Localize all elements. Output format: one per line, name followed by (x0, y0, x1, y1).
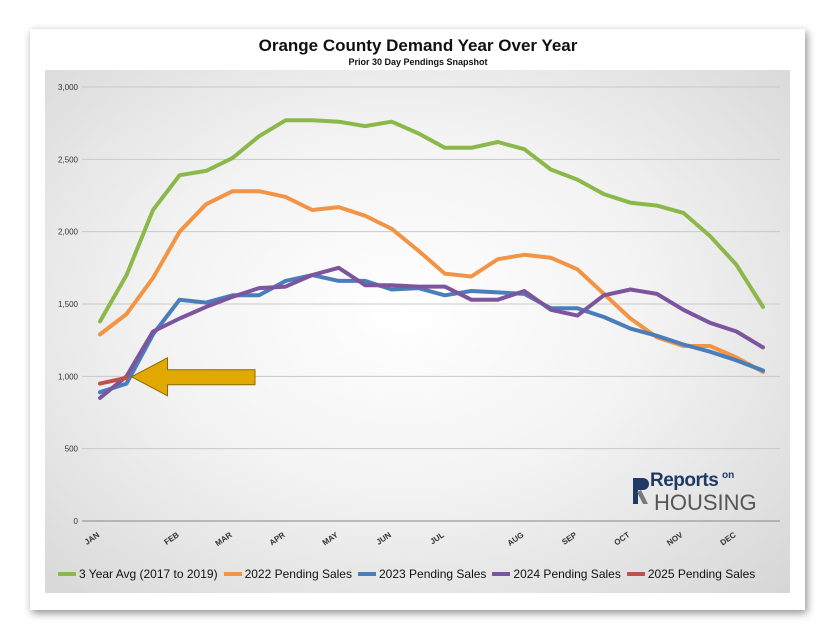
y-tick-label: 0 (74, 517, 79, 526)
legend-label: 2025 Pending Sales (647, 567, 756, 581)
series-line (98, 265, 765, 400)
legend-label: 2022 Pending Sales (244, 567, 352, 581)
series-line (98, 273, 765, 395)
y-tick-label: 1,000 (58, 372, 79, 381)
logo-text-housing: HOUSING (654, 490, 757, 515)
x-tick-label: OCT (613, 530, 632, 547)
legend-item: 2023 Pending Sales (357, 567, 487, 581)
y-tick-label: 3,000 (58, 83, 79, 92)
legend: 3 Year Avg (2017 to 2019) 2022 Pending Sa… (58, 565, 761, 581)
series-line (98, 375, 129, 386)
legend-swatch (626, 572, 645, 576)
x-axis-ticks: JAN FEB MAR APR MAY JUN JUL AUG SEP OCT NOV DEC (83, 530, 738, 548)
legend-label: 3 Year Avg (2017 to 2019) (79, 567, 218, 581)
legend-swatch (492, 572, 511, 576)
legend-item: 2025 Pending Sales (626, 567, 756, 581)
x-tick-label: JUN (375, 530, 393, 547)
chart-subtitle: Prior 30 Day Pendings Snapshot (348, 57, 488, 67)
legend-item: 2022 Pending Sales (223, 567, 352, 581)
series-lines (98, 118, 765, 400)
x-tick-label: AUG (506, 530, 526, 548)
x-tick-label: APR (268, 530, 287, 547)
x-tick-label: MAY (321, 530, 341, 548)
x-tick-label: MAR (214, 530, 234, 548)
x-tick-label: JAN (83, 530, 101, 547)
y-tick-label: 2,000 (58, 228, 79, 237)
legend-label: 2023 Pending Sales (378, 567, 487, 581)
x-tick-label: NOV (665, 530, 685, 548)
x-tick-label: SEP (560, 530, 579, 547)
series-line (98, 189, 765, 374)
chart-title: Orange County Demand Year Over Year (258, 36, 578, 55)
y-tick-label: 2,500 (58, 155, 79, 164)
legend-label: 2024 Pending Sales (513, 567, 621, 581)
arrow-shape (130, 356, 256, 397)
series-line (98, 118, 765, 324)
logo-text-on: on (722, 470, 735, 481)
plot-background (45, 70, 790, 593)
y-tick-label: 1,500 (58, 300, 79, 309)
logo-text-reports: Reports (650, 470, 719, 491)
y-tick-label: 500 (65, 445, 79, 454)
legend-swatch (357, 572, 376, 576)
x-tick-label: FEB (162, 530, 180, 547)
legend-swatch (223, 572, 242, 576)
x-tick-label: JUL (428, 530, 446, 546)
logo-r-mark (633, 478, 649, 504)
x-tick-label: DEC (719, 530, 738, 547)
legend-swatch (58, 572, 76, 576)
annotation-arrow (130, 356, 256, 397)
legend-item: 3 Year Avg (2017 to 2019) (58, 567, 218, 581)
reports-on-housing-logo: Reports on HOUSING (630, 468, 770, 518)
legend-item: 2024 Pending Sales (492, 567, 621, 581)
y-axis-ticks: 0 500 1,000 1,500 2,000 2,500 3,000 (58, 83, 79, 526)
